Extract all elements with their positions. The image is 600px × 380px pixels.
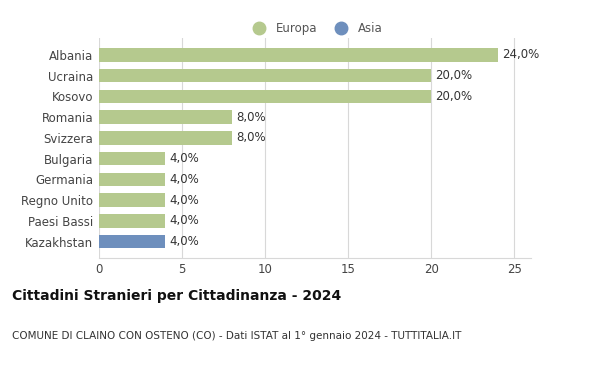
Text: 4,0%: 4,0%: [170, 173, 199, 186]
Bar: [99, 214, 166, 228]
Bar: [99, 90, 431, 103]
Text: COMUNE DI CLAINO CON OSTENO (CO) - Dati ISTAT al 1° gennaio 2024 - TUTTITALIA.IT: COMUNE DI CLAINO CON OSTENO (CO) - Dati …: [12, 331, 461, 340]
Bar: [99, 193, 166, 207]
Text: 4,0%: 4,0%: [170, 152, 199, 165]
Text: 20,0%: 20,0%: [436, 69, 473, 82]
Text: 4,0%: 4,0%: [170, 214, 199, 227]
Legend: Europa, Asia: Europa, Asia: [243, 17, 387, 40]
Text: 4,0%: 4,0%: [170, 193, 199, 207]
Bar: [99, 152, 166, 165]
Text: 4,0%: 4,0%: [170, 235, 199, 248]
Text: 20,0%: 20,0%: [436, 90, 473, 103]
Text: 8,0%: 8,0%: [236, 111, 266, 124]
Bar: [99, 69, 431, 82]
Text: 24,0%: 24,0%: [502, 48, 539, 61]
Text: Cittadini Stranieri per Cittadinanza - 2024: Cittadini Stranieri per Cittadinanza - 2…: [12, 289, 341, 303]
Text: 8,0%: 8,0%: [236, 131, 266, 144]
Bar: [99, 48, 498, 62]
Bar: [99, 173, 166, 186]
Bar: [99, 235, 166, 249]
Bar: [99, 110, 232, 124]
Bar: [99, 131, 232, 144]
